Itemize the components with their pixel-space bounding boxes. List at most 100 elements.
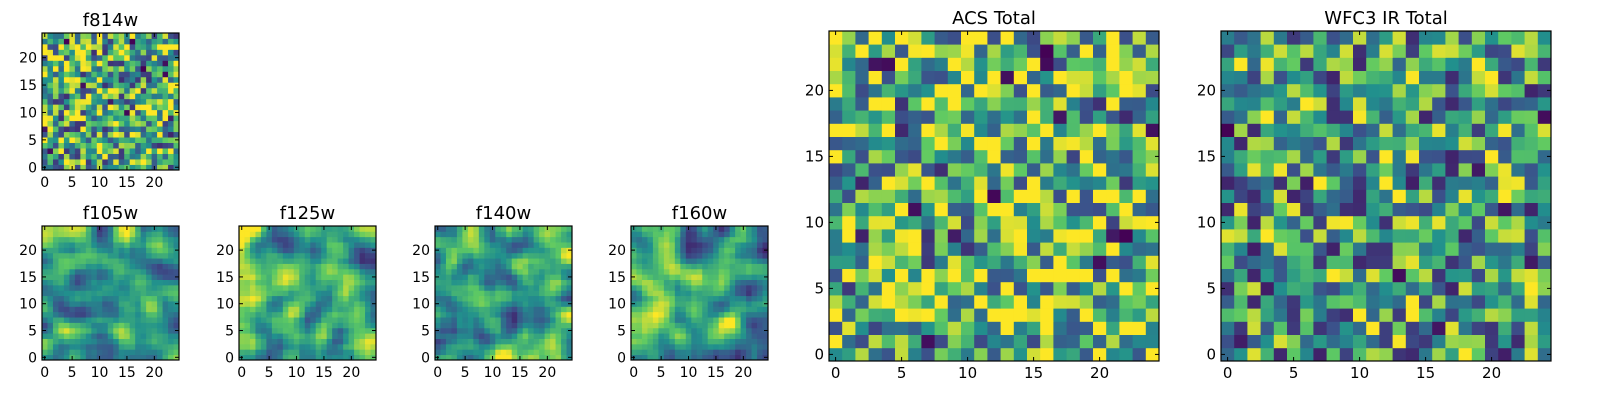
heatmap-cell xyxy=(1485,31,1499,45)
heatmap-cell xyxy=(462,268,469,275)
heatmap-cell xyxy=(533,258,540,264)
heatmap-cell xyxy=(561,242,567,248)
heatmap-cell xyxy=(277,226,284,232)
heatmap-cell xyxy=(124,268,131,275)
heatmap-cell xyxy=(517,301,524,307)
heatmap-cell xyxy=(1247,268,1261,283)
heatmap-cell xyxy=(1511,97,1525,111)
heatmap-cell xyxy=(102,327,109,334)
heatmap-cell xyxy=(855,149,869,164)
heatmap-cell xyxy=(173,115,180,122)
heatmap-cell xyxy=(539,252,545,259)
heatmap-cell xyxy=(895,308,909,322)
heatmap-cell xyxy=(343,301,349,307)
heatmap-cell xyxy=(1485,149,1499,164)
heatmap-cell xyxy=(118,54,125,61)
heatmap-cell xyxy=(1458,163,1473,177)
heatmap-cell xyxy=(680,343,687,350)
heatmap-cell xyxy=(168,71,174,78)
heatmap-cell xyxy=(91,153,98,160)
heatmap-cell xyxy=(42,349,48,356)
heatmap-cell xyxy=(1013,242,1028,256)
heatmap-cell xyxy=(80,311,87,318)
heatmap-cell xyxy=(107,71,114,78)
heatmap-cell xyxy=(533,349,540,356)
heatmap-cell xyxy=(533,268,540,275)
heatmap-cell xyxy=(1221,70,1235,85)
heatmap-cell xyxy=(304,338,311,345)
heatmap-cell xyxy=(168,252,174,259)
heatmap-cell xyxy=(96,242,103,248)
heatmap-cell xyxy=(1145,308,1160,322)
heatmap-cell xyxy=(337,226,344,232)
heatmap-cell xyxy=(146,295,152,302)
heatmap-cell xyxy=(249,247,256,254)
heatmap-cell xyxy=(895,97,909,111)
heatmap-cell xyxy=(1471,295,1486,309)
heatmap-cell xyxy=(495,317,502,323)
heatmap-cell xyxy=(107,54,114,61)
heatmap-cell xyxy=(724,242,731,248)
heatmap-cell xyxy=(1106,242,1120,256)
heatmap-cell xyxy=(337,327,344,334)
heatmap-cell xyxy=(271,252,278,259)
heatmap-cell xyxy=(266,311,273,318)
heatmap-cell xyxy=(641,236,648,243)
heatmap-cell xyxy=(555,306,562,313)
heatmap-cell xyxy=(348,301,355,307)
heatmap-cell xyxy=(544,290,551,297)
heatmap-cell xyxy=(58,242,65,248)
heatmap-cell xyxy=(135,109,142,116)
heatmap-cell xyxy=(947,242,962,256)
heatmap-cell xyxy=(1379,83,1393,98)
heatmap-cell xyxy=(151,322,158,329)
heatmap-cell xyxy=(1353,149,1367,164)
heatmap-cell xyxy=(533,338,540,345)
heatmap-cell xyxy=(1053,70,1067,85)
heatmap-cell xyxy=(1066,334,1081,349)
heatmap-cell xyxy=(151,290,158,297)
heatmap-cell xyxy=(1040,281,1054,296)
heatmap-cell xyxy=(506,247,513,254)
heatmap-cell xyxy=(343,274,349,280)
heatmap-cell xyxy=(555,343,562,350)
heatmap-cell xyxy=(680,311,687,318)
heatmap-cell xyxy=(239,284,245,291)
heatmap-cell xyxy=(550,301,556,307)
heatmap-cell xyxy=(365,263,371,270)
heatmap-cell xyxy=(69,301,76,307)
heatmap-cell xyxy=(310,322,317,329)
heatmap-cell xyxy=(365,279,371,286)
heatmap-cell xyxy=(652,252,659,259)
heatmap-cell xyxy=(961,44,975,58)
heatmap-cell xyxy=(91,247,98,254)
heatmap-cell xyxy=(249,274,256,280)
heatmap-cell xyxy=(1106,57,1120,71)
heatmap-cell xyxy=(1145,255,1160,269)
heatmap-cell xyxy=(511,301,518,307)
heatmap-cell xyxy=(440,322,447,329)
heatmap-cell xyxy=(674,354,681,361)
heatmap-cell xyxy=(310,258,317,264)
heatmap-cell xyxy=(456,354,463,361)
heatmap-cell xyxy=(310,343,317,350)
heatmap-cell xyxy=(1537,295,1552,309)
heatmap-cell xyxy=(555,311,562,318)
heatmap-cell xyxy=(140,263,147,270)
heatmap-cell xyxy=(42,98,48,105)
heatmap-cell xyxy=(69,71,76,78)
heatmap-cell xyxy=(63,120,70,127)
heatmap-cell xyxy=(881,136,896,151)
heatmap-cell xyxy=(696,252,703,259)
heatmap-cell xyxy=(151,126,158,133)
heatmap-cell xyxy=(249,306,256,313)
heatmap-cell xyxy=(1145,110,1160,124)
heatmap-cell xyxy=(260,301,267,307)
heatmap-cell xyxy=(151,236,158,243)
heatmap-cell xyxy=(1524,202,1539,217)
heatmap-cell xyxy=(69,279,76,286)
heatmap-cell xyxy=(1260,97,1275,111)
heatmap-cell xyxy=(47,322,54,329)
heatmap-cell xyxy=(1119,163,1133,177)
